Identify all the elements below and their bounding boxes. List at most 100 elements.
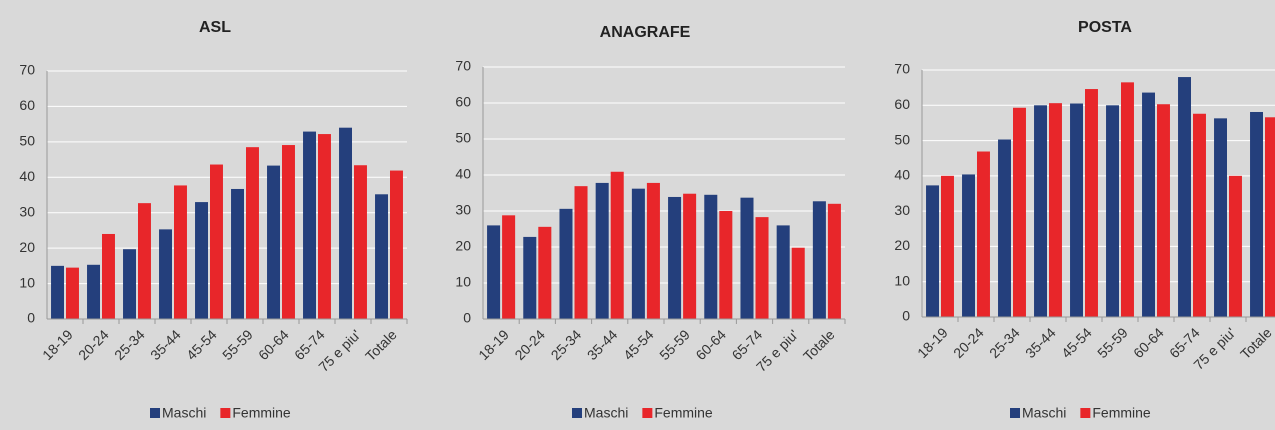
x-tick-label: 18-19 — [39, 326, 76, 363]
bar — [704, 194, 718, 319]
legend-label: Femmine — [654, 405, 713, 421]
bar — [375, 194, 388, 319]
bar — [668, 196, 682, 319]
bar — [776, 225, 790, 319]
y-tick-label: 30 — [455, 202, 471, 218]
bar — [210, 164, 223, 319]
y-tick-label: 20 — [894, 237, 910, 253]
bar — [1070, 103, 1083, 318]
bar — [538, 226, 552, 319]
bar — [138, 203, 151, 319]
chart-title: POSTA — [1078, 19, 1132, 36]
x-tick-label: 25-34 — [548, 326, 585, 363]
bar — [719, 211, 733, 319]
bar — [559, 208, 573, 319]
legend-swatch — [1080, 408, 1091, 418]
bar — [941, 175, 954, 317]
y-tick-label: 50 — [894, 131, 910, 147]
bar — [318, 134, 331, 319]
bar — [195, 202, 208, 319]
bar — [631, 188, 645, 319]
bar — [926, 185, 939, 317]
x-tick-label: 18-19 — [475, 326, 512, 363]
bar — [791, 247, 805, 319]
bar — [977, 151, 990, 317]
y-tick-label: 70 — [894, 61, 910, 77]
legend-swatch — [642, 408, 653, 418]
x-tick-label: 45-54 — [620, 326, 657, 363]
legend-label: Maschi — [1022, 405, 1066, 421]
x-tick-label: 35-44 — [584, 326, 621, 363]
y-tick-label: 50 — [455, 130, 471, 146]
y-tick-label: 60 — [894, 96, 910, 112]
chart-title: ANAGRAFE — [600, 24, 691, 41]
x-tick-label: 45-54 — [183, 326, 220, 363]
bar — [87, 264, 100, 319]
x-tick-label: Totale — [1237, 324, 1275, 362]
bar — [66, 267, 79, 319]
x-tick-label: 45-54 — [1058, 324, 1095, 361]
y-tick-label: 40 — [19, 168, 35, 184]
bar — [303, 131, 316, 319]
bar — [159, 229, 172, 319]
y-tick-label: 10 — [894, 272, 910, 288]
x-tick-label: 18-19 — [914, 324, 951, 361]
bar — [51, 265, 64, 319]
bar — [1106, 105, 1119, 318]
bar — [1085, 89, 1098, 317]
bar — [574, 186, 588, 319]
legend-swatch — [150, 408, 160, 418]
bar — [1265, 117, 1275, 317]
y-tick-label: 20 — [455, 238, 471, 254]
legend-swatch — [220, 408, 231, 418]
x-tick-label: 55-59 — [656, 326, 693, 363]
bar — [812, 201, 826, 319]
bar — [174, 185, 187, 319]
y-tick-label: 0 — [463, 310, 471, 326]
bar — [827, 203, 841, 319]
x-tick-label: 55-59 — [1094, 324, 1131, 361]
bar — [123, 249, 136, 319]
bar — [246, 147, 259, 319]
bar — [282, 145, 295, 319]
y-tick-label: 20 — [19, 239, 35, 255]
y-tick-label: 60 — [19, 97, 35, 113]
bar — [354, 165, 367, 319]
x-tick-label: Totale — [362, 326, 400, 364]
legend-label: Maschi — [584, 405, 628, 421]
x-tick-label: 35-44 — [1022, 324, 1059, 361]
y-tick-label: 40 — [455, 166, 471, 182]
bar — [502, 215, 516, 319]
bar — [487, 225, 501, 319]
y-tick-label: 60 — [455, 94, 471, 110]
bar — [267, 165, 280, 319]
bar — [1193, 113, 1206, 317]
x-tick-label: 55-59 — [219, 326, 256, 363]
y-tick-label: 0 — [902, 308, 910, 324]
bar — [646, 182, 660, 319]
legend-label: Maschi — [162, 405, 206, 421]
y-tick-label: 0 — [27, 310, 35, 326]
bar — [610, 171, 624, 319]
legend-label: Femmine — [232, 405, 291, 421]
bar — [1049, 103, 1062, 317]
bar — [390, 170, 403, 319]
bar — [1157, 104, 1170, 317]
legend-swatch — [572, 408, 582, 418]
y-tick-label: 70 — [19, 62, 35, 78]
x-tick-label: 60-64 — [255, 326, 292, 363]
bar — [683, 193, 697, 319]
bar — [595, 182, 609, 319]
chart-title: ASL — [199, 19, 231, 36]
bar — [1142, 92, 1155, 317]
bar — [962, 174, 975, 317]
bar — [1214, 118, 1227, 317]
bar — [740, 197, 754, 319]
y-tick-label: 30 — [894, 202, 910, 218]
x-tick-label: 20-24 — [950, 324, 987, 361]
x-tick-label: 20-24 — [511, 326, 548, 363]
y-tick-label: 70 — [455, 58, 471, 74]
x-tick-label: Totale — [800, 326, 838, 364]
x-tick-label: 20-24 — [75, 326, 112, 363]
